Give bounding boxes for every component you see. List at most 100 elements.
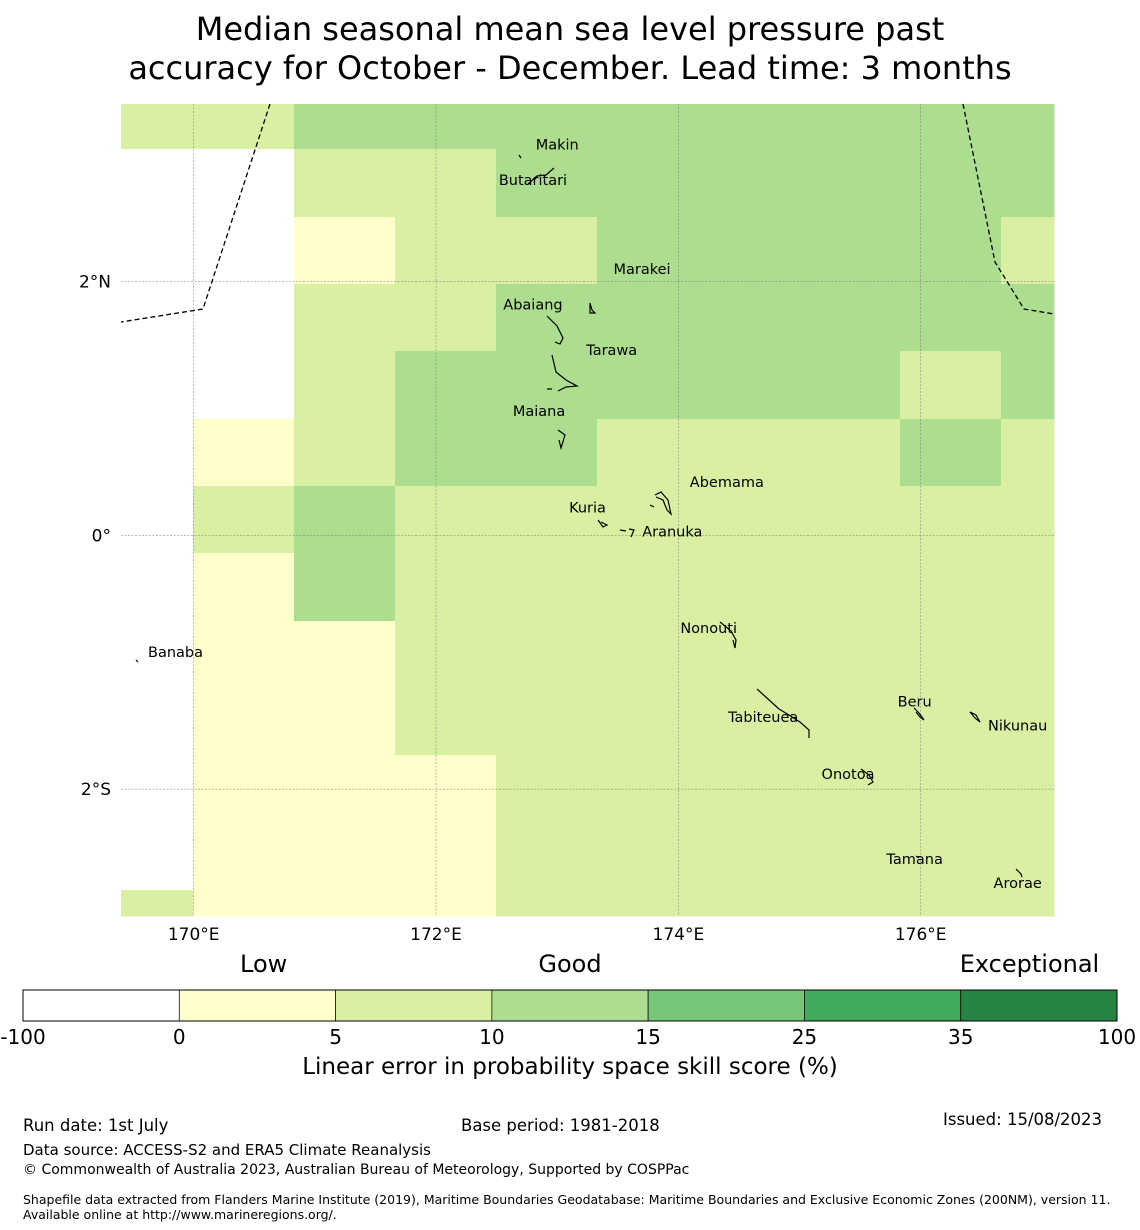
grid-cell (597, 149, 699, 218)
island-outlines (135, 154, 1023, 878)
grid-cell (121, 284, 194, 352)
grid-cell (294, 890, 396, 917)
island-label: Tarawa (585, 343, 637, 359)
colorbar-bin (804, 989, 962, 1022)
island-shape-abemama-2 (649, 504, 655, 508)
grid-cell (121, 351, 194, 420)
grid-cell (121, 688, 194, 756)
grid-cell (597, 688, 699, 756)
island-shape-arorae (1015, 868, 1023, 878)
grid-cell (193, 419, 295, 487)
colorbar-label: Linear error in probability space skill … (302, 1054, 838, 1080)
grid-cell (395, 351, 497, 420)
grid-cell (698, 621, 800, 689)
grid-cell (900, 553, 1002, 622)
grid-cell (294, 755, 396, 823)
run-date: Run date: 1st July (23, 1116, 169, 1135)
grid-cell (121, 419, 194, 487)
grid-cell (698, 755, 800, 823)
colorbar-tick-label: 10 (479, 1025, 505, 1049)
grid-cell (395, 104, 497, 150)
grid-cell (698, 486, 800, 554)
axis-labels: 170°E 172°E 174°E 176°E 2°N 0° 2°S (79, 273, 947, 945)
grid-cell (294, 486, 396, 554)
grid-cell (496, 890, 598, 917)
grid-cell (496, 351, 598, 420)
grid-cell (395, 486, 497, 554)
grid-cell (1001, 284, 1055, 352)
island-shape-banaba (135, 659, 139, 663)
issued-date: Issued: 15/08/2023 (943, 1110, 1103, 1129)
grid-cell (193, 553, 295, 622)
grid-cell (799, 486, 901, 554)
island-label: Onotoa (822, 767, 875, 783)
grid-cell (900, 351, 1002, 420)
island-label: Kuria (569, 500, 606, 516)
eez-boundaries (120, 103, 1055, 323)
grid-cell (1001, 486, 1055, 554)
colorbar-category-label: Good (538, 950, 602, 978)
grid-cell (900, 284, 1002, 352)
colorbar-tick-label: 15 (635, 1025, 661, 1049)
island-shape-nikunau (969, 711, 981, 723)
colorbar-category-label: Low (240, 950, 288, 978)
title-line-1: Median seasonal mean sea level pressure … (195, 10, 945, 48)
island-label: Makin (536, 138, 579, 154)
island-label: Tabiteuea (727, 710, 798, 726)
grid-cell (597, 284, 699, 352)
grid-cell (900, 621, 1002, 689)
x-tick-label: 176°E (895, 925, 947, 945)
grid-cell (193, 822, 295, 891)
map-title: Median seasonal mean sea level pressure … (0, 10, 1140, 88)
grid-cell (900, 419, 1002, 487)
island-label: Arorae (994, 876, 1042, 892)
grid-cell (597, 419, 699, 487)
grid-cell (496, 621, 598, 689)
colorbar-frame (22, 989, 1118, 1022)
island-shape-aranuka (619, 528, 635, 538)
grid-cell (698, 822, 800, 891)
island-shape-tamana (915, 855, 920, 859)
y-tick-label: 2°S (81, 780, 111, 800)
grid-cell (799, 890, 901, 917)
grid-cell (496, 419, 598, 487)
grid-cell (900, 890, 1002, 917)
island-labels: Makin Butaritari Marakei Abaiang Tarawa Maian… (148, 138, 1047, 892)
grid-cell (799, 149, 901, 218)
island-shape-butaritari (527, 167, 555, 185)
grid-cell (294, 217, 396, 285)
island-shape-tabiteuea (756, 688, 810, 738)
island-label: Butaritari (499, 173, 567, 189)
colorbar-tick-label: 25 (791, 1025, 818, 1049)
island-label: Maiana (513, 404, 565, 420)
grid-cell (294, 351, 396, 420)
x-tick-label: 174°E (653, 925, 705, 945)
island-shape-makin (518, 154, 522, 159)
grid-cell (1001, 217, 1055, 285)
x-tick-label: 172°E (410, 925, 462, 945)
grid-cell (1001, 688, 1055, 756)
island-shape-marakei (589, 302, 597, 314)
grid-cell (121, 755, 194, 823)
grid-cell (294, 419, 396, 487)
grid-cell (597, 822, 699, 891)
grid-cell (698, 419, 800, 487)
x-tick-label: 170°E (168, 925, 220, 945)
data-source: Data source: ACCESS-S2 and ERA5 Climate … (23, 1141, 431, 1159)
colorbar-bin (960, 989, 1118, 1022)
grid-cell (1001, 890, 1055, 917)
grid-cell (294, 553, 396, 622)
grid-cell (698, 890, 800, 917)
grid-cell (799, 621, 901, 689)
grid-cell (496, 688, 598, 756)
grid-cell (597, 486, 699, 554)
grid-cell (900, 104, 1002, 150)
grid-cell (121, 149, 194, 218)
island-label: Nonouti (680, 621, 737, 637)
grid-cell (294, 104, 396, 150)
grid-cell (900, 755, 1002, 823)
island-shape-maiana (557, 429, 566, 451)
island-shape-kuria (597, 519, 609, 528)
grid-cell (799, 217, 901, 285)
grid-cell (1001, 621, 1055, 689)
